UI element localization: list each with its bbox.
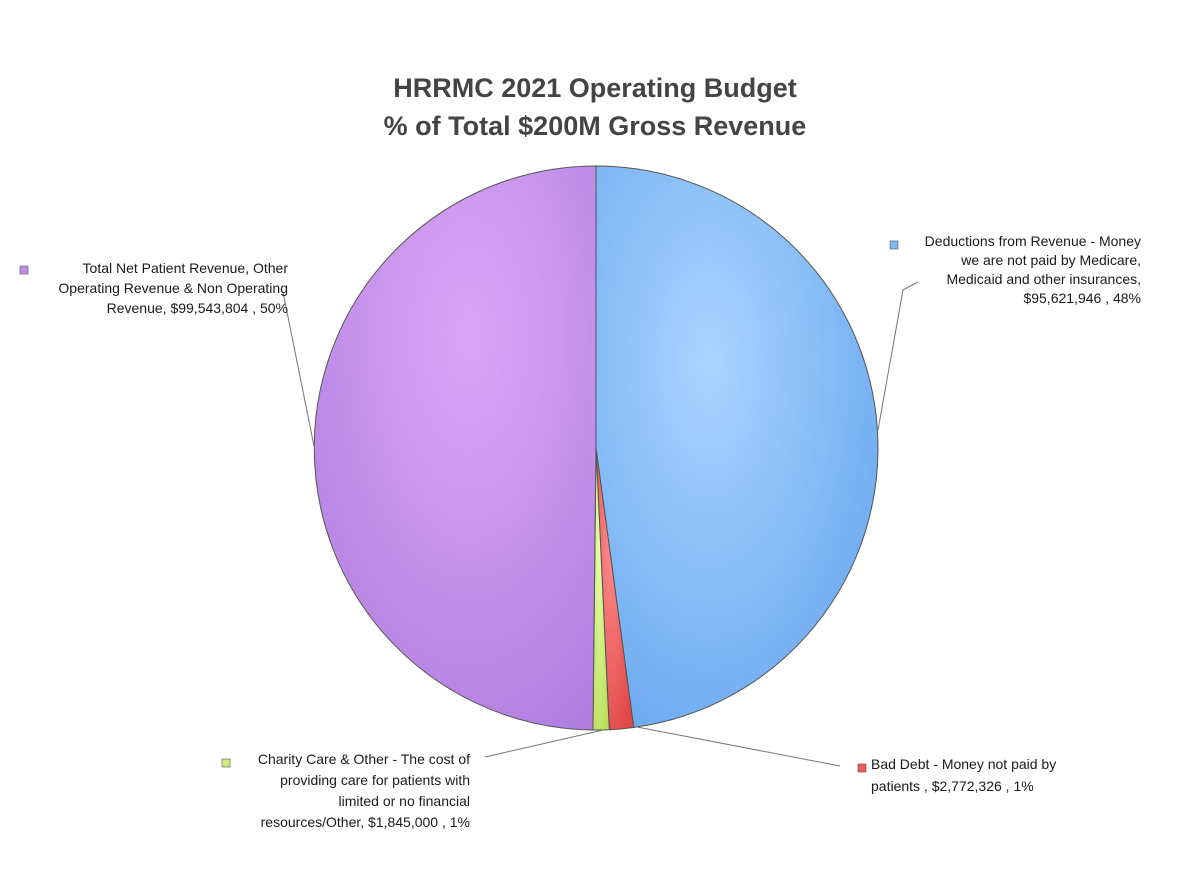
slice-label-2-line-1: Bad Debt - Money not paid by (871, 756, 1056, 772)
slice-label-4: Total Net Patient Revenue, Other Operatin… (58, 260, 288, 316)
slice-labels: Deductions from Revenue - Money we are no… (19, 233, 1141, 830)
slice-label-marker-3 (221, 758, 231, 768)
slice-label-1-line-1: Deductions from Revenue - Money (925, 233, 1141, 249)
slice-label-1: Deductions from Revenue - Money we are no… (925, 233, 1141, 306)
slice-label-4-line-2: Operating Revenue & Non Operating (58, 280, 288, 296)
slice-label-3-line-2: providing care for patients with (280, 772, 470, 788)
leader-line-2 (631, 725, 841, 767)
slice-label-marker-2 (857, 763, 867, 773)
slice-label-3-line-1: Charity Care & Other - The cost of (258, 751, 470, 767)
chart-title-line-1: HRRMC 2021 Operating Budget (393, 73, 797, 103)
leader-line-4 (282, 291, 315, 447)
slice-label-2-line-2: patients , $2,772,326 , 1% (871, 778, 1034, 794)
leader-line-3 (484, 729, 604, 758)
chart-title-line-2: % of Total $200M Gross Revenue (384, 111, 807, 141)
pie-slices (313, 165, 879, 731)
slice-label-3-line-4: resources/Other, $1,845,000 , 1% (261, 814, 470, 830)
slice-label-1-line-2: we are not paid by Medicare, (960, 252, 1141, 268)
slice-label-1-line-3: Medicaid and other insurances, (946, 271, 1141, 287)
leader-lines (282, 281, 919, 767)
slice-label-1-line-4: $95,621,946 , 48% (1023, 290, 1141, 306)
slice-label-3: Charity Care & Other - The cost of provid… (258, 751, 470, 830)
slice-label-2: Bad Debt - Money not paid by patients , $… (871, 756, 1056, 794)
slice-label-marker-1 (889, 240, 899, 250)
pie-slice-4 (313, 165, 597, 731)
leader-line-1 (877, 281, 919, 431)
slice-label-4-line-3: Revenue, $99,543,804 , 50% (107, 300, 288, 316)
pie-slice-1 (595, 165, 879, 729)
slice-label-3-line-3: limited or no financial (338, 793, 470, 809)
slice-label-4-line-1: Total Net Patient Revenue, Other (83, 260, 289, 276)
slice-label-marker-4 (19, 265, 29, 275)
